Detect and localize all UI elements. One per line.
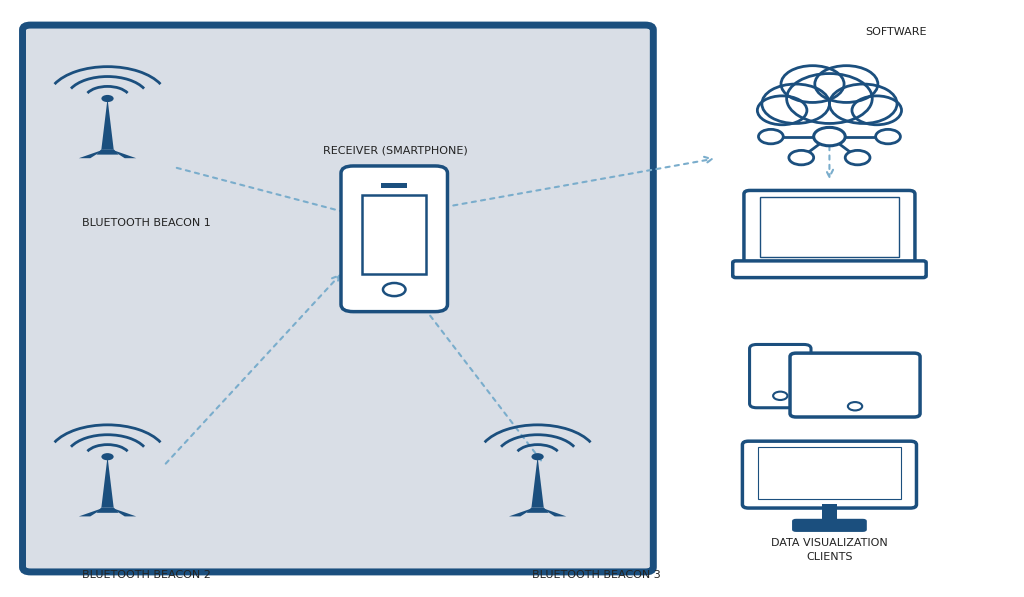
Polygon shape <box>101 457 114 507</box>
Circle shape <box>829 84 897 124</box>
Circle shape <box>815 66 878 103</box>
Circle shape <box>773 392 787 400</box>
Polygon shape <box>526 507 549 513</box>
FancyBboxPatch shape <box>791 353 920 417</box>
Text: BLUETOOTH BEACON 3: BLUETOOTH BEACON 3 <box>532 570 662 580</box>
Text: SOFTWARE: SOFTWARE <box>865 27 927 37</box>
Text: BLUETOOTH BEACON 2: BLUETOOTH BEACON 2 <box>82 570 211 580</box>
Polygon shape <box>101 99 114 149</box>
Bar <box>362 195 426 274</box>
Text: RECEIVER (SMARTPHONE): RECEIVER (SMARTPHONE) <box>323 145 467 155</box>
Polygon shape <box>79 149 104 158</box>
Circle shape <box>845 150 870 165</box>
Polygon shape <box>111 507 136 516</box>
Bar <box>822 504 837 521</box>
Bar <box>381 183 408 188</box>
Polygon shape <box>111 149 136 158</box>
Circle shape <box>781 66 844 103</box>
FancyBboxPatch shape <box>793 519 866 532</box>
Circle shape <box>759 130 783 144</box>
Polygon shape <box>531 457 544 507</box>
Circle shape <box>876 130 900 144</box>
Polygon shape <box>509 507 535 516</box>
Polygon shape <box>79 507 104 516</box>
Text: BLUETOOTH BEACON 1: BLUETOOTH BEACON 1 <box>82 218 211 228</box>
FancyBboxPatch shape <box>750 344 811 408</box>
FancyBboxPatch shape <box>733 261 926 278</box>
Text: DATA VISUALIZATION
CLIENTS: DATA VISUALIZATION CLIENTS <box>771 538 888 562</box>
Bar <box>805 362 905 408</box>
Polygon shape <box>96 507 119 513</box>
Polygon shape <box>541 507 566 516</box>
FancyBboxPatch shape <box>742 441 916 508</box>
Polygon shape <box>96 149 119 155</box>
Circle shape <box>848 402 862 411</box>
Circle shape <box>762 84 829 124</box>
Circle shape <box>101 95 114 102</box>
FancyBboxPatch shape <box>743 190 915 266</box>
Bar <box>760 197 899 257</box>
Circle shape <box>814 127 845 146</box>
Circle shape <box>101 453 114 460</box>
Circle shape <box>758 96 807 125</box>
FancyBboxPatch shape <box>341 166 447 312</box>
Circle shape <box>852 96 901 125</box>
Circle shape <box>788 150 814 165</box>
FancyBboxPatch shape <box>23 25 653 572</box>
Circle shape <box>786 73 872 124</box>
Circle shape <box>531 453 544 460</box>
Circle shape <box>383 283 406 296</box>
Bar <box>758 448 901 499</box>
